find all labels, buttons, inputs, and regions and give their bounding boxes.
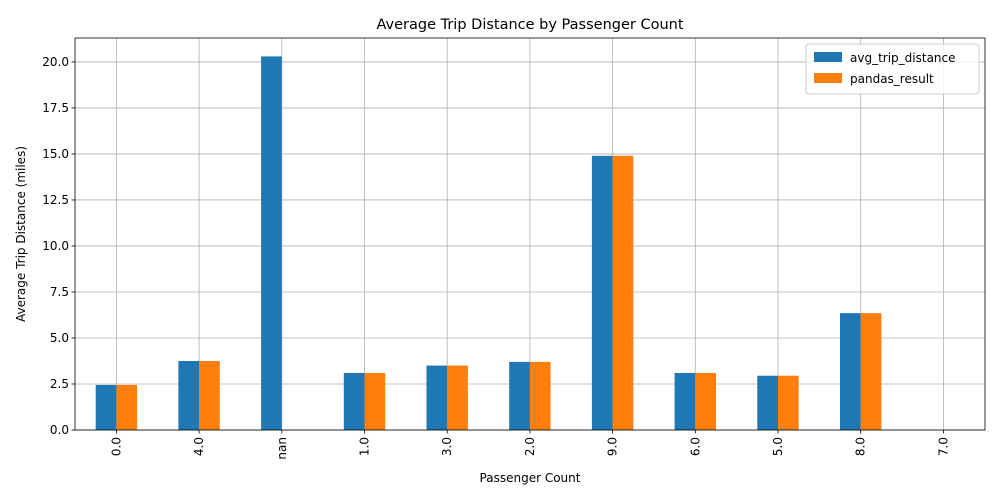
legend-swatch xyxy=(814,52,842,62)
x-tick-label: 2.0 xyxy=(523,437,537,456)
y-tick-label: 20.0 xyxy=(42,55,69,69)
chart-title: Average Trip Distance by Passenger Count xyxy=(376,17,683,33)
x-tick-label: 1.0 xyxy=(358,437,372,456)
bar-pandas_result xyxy=(695,372,716,430)
bars xyxy=(95,56,882,431)
bar-avg_trip_distance xyxy=(674,372,696,430)
bar-avg_trip_distance xyxy=(509,361,530,430)
bar-pandas_result xyxy=(778,375,799,430)
legend-swatch xyxy=(814,73,842,83)
x-tick-label: nan xyxy=(275,437,289,460)
bar-avg_trip_distance xyxy=(343,372,365,430)
x-tick-label: 7.0 xyxy=(936,437,950,456)
x-tick-label: 3.0 xyxy=(440,437,454,456)
y-tick-label: 0.0 xyxy=(50,423,69,437)
bar-avg_trip_distance xyxy=(591,155,613,430)
y-tick-label: 7.5 xyxy=(50,285,69,299)
bar-pandas_result xyxy=(364,372,386,430)
x-tick-label: 8.0 xyxy=(854,437,868,456)
bar-avg_trip_distance xyxy=(840,313,861,430)
bar-pandas_result xyxy=(116,384,138,430)
bar-avg_trip_distance xyxy=(757,375,778,430)
bar-avg_trip_distance xyxy=(178,360,200,430)
x-tick-label: 0.0 xyxy=(109,437,123,456)
x-tick-label: 9.0 xyxy=(606,437,620,456)
bar-avg_trip_distance xyxy=(95,384,117,430)
x-tick-label: 4.0 xyxy=(192,437,206,456)
y-tick-label: 10.0 xyxy=(42,239,69,253)
x-tick-label: 6.0 xyxy=(688,437,702,456)
y-tick-label: 12.5 xyxy=(42,193,69,207)
x-axis-title: Passenger Count xyxy=(480,471,581,485)
legend-label: avg_trip_distance xyxy=(850,51,956,65)
y-tick-label: 15.0 xyxy=(42,147,69,161)
legend-label: pandas_result xyxy=(850,72,934,86)
bar-avg_trip_distance xyxy=(426,365,448,430)
bar-pandas_result xyxy=(529,361,551,430)
bar-pandas_result xyxy=(860,313,882,430)
bar-pandas_result xyxy=(612,155,634,430)
y-axis: 0.0 2.5 5.0 7.5 10.0 12.5 15.0 17.5 20.0 xyxy=(42,55,75,437)
bar-pandas_result xyxy=(199,360,220,430)
y-axis-title: Average Trip Distance (miles) xyxy=(14,146,28,322)
legend-box xyxy=(805,43,980,95)
y-tick-label: 5.0 xyxy=(50,331,69,345)
x-axis: 0.0 4.0 nan 1.0 3.0 2.0 9.0 6.0 5.0 8.0 7.0 xyxy=(109,430,950,460)
legend: avg_trip_distance pandas_result xyxy=(805,43,980,95)
bar-pandas_result xyxy=(447,365,468,430)
y-tick-label: 2.5 xyxy=(50,377,69,391)
x-tick-label: 5.0 xyxy=(771,437,785,456)
y-tick-label: 17.5 xyxy=(42,101,69,115)
bar-avg_trip_distance xyxy=(261,56,282,431)
